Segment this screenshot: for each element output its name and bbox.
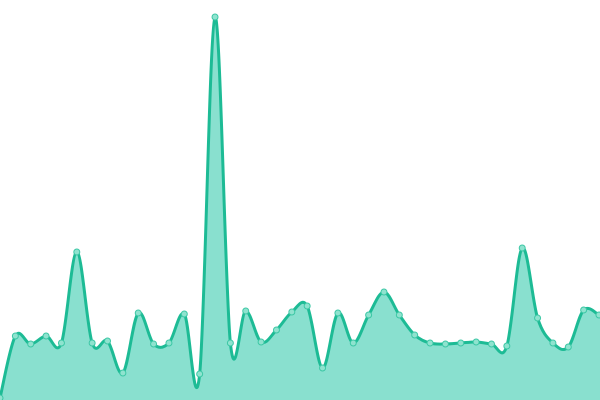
data-point-24: [365, 311, 373, 319]
data-point-13: [196, 370, 204, 378]
data-point-27: [411, 331, 419, 339]
data-point-30: [457, 339, 465, 347]
data-point-38: [580, 306, 588, 314]
data-point-8: [119, 369, 127, 377]
data-point-14: [211, 13, 219, 21]
data-point-2: [27, 340, 35, 348]
data-point-1: [11, 332, 19, 340]
data-point-15: [226, 339, 234, 347]
data-point-18: [272, 326, 280, 334]
data-point-35: [534, 314, 542, 322]
data-point-21: [319, 364, 327, 372]
data-point-16: [242, 307, 250, 315]
data-point-19: [288, 308, 296, 316]
data-point-20: [303, 302, 311, 310]
data-point-4: [57, 339, 65, 347]
data-point-6: [88, 339, 96, 347]
area-fill: [0, 16, 600, 400]
data-point-29: [441, 340, 449, 348]
data-points: [0, 13, 600, 400]
data-point-23: [349, 339, 357, 347]
data-point-36: [549, 339, 557, 347]
data-point-11: [165, 339, 173, 347]
data-point-32: [487, 340, 495, 348]
data-point-17: [257, 338, 265, 346]
data-point-37: [564, 343, 572, 351]
data-point-31: [472, 338, 480, 346]
data-point-0: [0, 394, 4, 400]
data-point-5: [73, 248, 81, 256]
data-point-34: [518, 244, 526, 252]
data-point-10: [150, 340, 158, 348]
data-point-33: [503, 342, 511, 350]
data-point-28: [426, 339, 434, 347]
data-point-39: [595, 311, 600, 319]
data-point-26: [395, 311, 403, 319]
data-point-3: [42, 332, 50, 340]
data-point-9: [134, 309, 142, 317]
data-point-12: [180, 310, 188, 318]
data-point-25: [380, 288, 388, 296]
data-point-22: [334, 309, 342, 317]
data-point-7: [104, 337, 112, 345]
